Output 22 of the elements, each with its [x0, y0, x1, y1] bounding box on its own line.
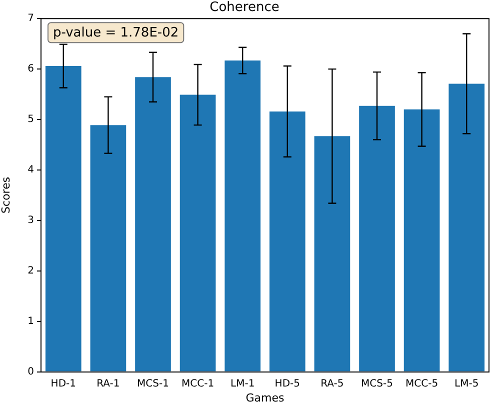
x-tick-label: HD-5: [274, 378, 300, 390]
y-tick-label: 0: [28, 366, 34, 378]
y-tick-label: 6: [28, 64, 34, 75]
x-tick-label: MCC-5: [406, 378, 438, 390]
x-tick-label: LM-5: [454, 378, 479, 390]
x-tick-label: RA-1: [96, 378, 120, 390]
x-tick-label: RA-5: [320, 378, 344, 390]
x-tick-label: MCS-1: [137, 378, 169, 390]
x-axis-title: Games: [246, 391, 285, 404]
y-tick-label: 7: [28, 13, 34, 24]
x-tick-label: MCS-5: [361, 378, 393, 390]
y-tick-label: 4: [28, 164, 34, 176]
y-tick-label: 3: [28, 215, 34, 226]
y-tick-label: 1: [28, 316, 34, 327]
x-tick-label: HD-1: [50, 378, 76, 390]
x-tick-label: LM-1: [230, 378, 255, 390]
y-axis-title: Scores: [0, 176, 12, 214]
x-tick-label: MCC-1: [182, 378, 214, 390]
chart-title: Coherence: [210, 0, 280, 16]
y-tick-label: 5: [28, 114, 34, 126]
y-tick-label: 2: [28, 265, 34, 276]
annotation: p-value = 1.78E-02: [53, 25, 179, 40]
